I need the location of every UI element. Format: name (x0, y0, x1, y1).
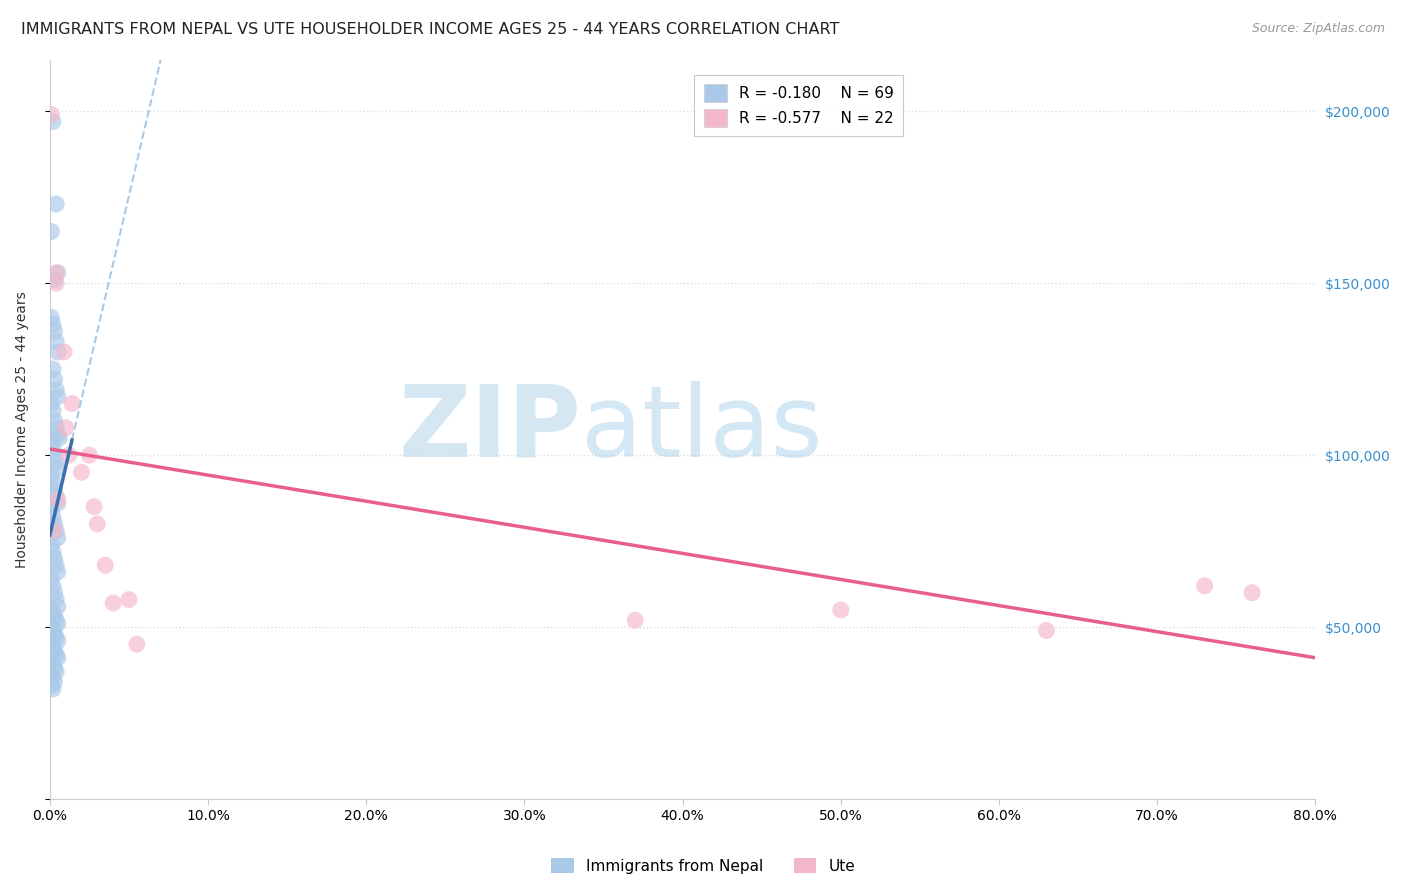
Point (42, 624, 65, 638)
Point (42, 114, 65, 128)
Point (125, 637, 148, 651)
Point (41, 108, 63, 122)
Point (41, 396, 63, 410)
Point (42, 672, 65, 686)
Point (45, 383, 67, 397)
Point (45, 455, 67, 469)
Point (41, 537, 63, 551)
Point (60, 396, 83, 410)
Point (46, 427, 69, 442)
Point (70, 466, 93, 480)
Point (1035, 624, 1057, 638)
Point (53, 345, 76, 359)
Point (86, 516, 108, 531)
Point (42, 607, 65, 621)
Point (46, 531, 69, 545)
Point (46, 496, 69, 510)
Point (45, 558, 67, 573)
Point (44, 483, 66, 497)
Point (41, 572, 63, 586)
Point (45, 648, 67, 662)
Point (42, 475, 65, 490)
Point (41, 679, 63, 693)
Point (41, 637, 63, 651)
Text: IMMIGRANTS FROM NEPAL VS UTE HOUSEHOLDER INCOME AGES 25 - 44 YEARS CORRELATION C: IMMIGRANTS FROM NEPAL VS UTE HOUSEHOLDER… (21, 22, 839, 37)
Point (42, 640, 65, 655)
Point (42, 318, 65, 332)
Y-axis label: Householder Income Ages 25 - 44 years: Householder Income Ages 25 - 44 years (15, 291, 30, 567)
Point (41, 310, 63, 325)
Point (44, 675, 66, 690)
Point (830, 603, 852, 617)
Point (44, 585, 66, 599)
Point (45, 524, 67, 538)
Point (42, 579, 65, 593)
Point (42, 403, 65, 417)
Point (45, 334, 67, 349)
Text: Source: ZipAtlas.com: Source: ZipAtlas.com (1251, 22, 1385, 36)
Point (46, 633, 69, 648)
Text: ZIP: ZIP (398, 381, 581, 478)
Point (42, 681, 65, 696)
Point (42, 510, 65, 524)
Point (45, 613, 67, 627)
Point (45, 665, 67, 679)
Point (41, 655, 63, 669)
Point (44, 644, 66, 658)
Point (41, 668, 63, 682)
Point (1194, 579, 1216, 593)
Point (45, 592, 67, 607)
Point (41, 503, 63, 517)
Point (44, 372, 66, 386)
Point (58, 448, 80, 462)
Point (44, 661, 66, 675)
Point (83, 500, 105, 514)
Point (1241, 585, 1264, 599)
Point (45, 420, 67, 434)
Point (55, 420, 77, 434)
Point (118, 592, 141, 607)
Point (42, 657, 65, 672)
Point (44, 324, 66, 338)
Point (44, 551, 66, 566)
Point (41, 620, 63, 634)
Point (46, 390, 69, 404)
Point (44, 448, 66, 462)
Point (46, 616, 69, 631)
Legend: Immigrants from Nepal, Ute: Immigrants from Nepal, Ute (544, 852, 862, 880)
Point (45, 197, 67, 211)
Legend: R = -0.180    N = 69, R = -0.577    N = 22: R = -0.180 N = 69, R = -0.577 N = 22 (695, 75, 903, 136)
Point (45, 631, 67, 645)
Point (46, 599, 69, 614)
Point (624, 613, 647, 627)
Point (44, 524, 66, 538)
Point (45, 266, 67, 280)
Point (101, 596, 124, 610)
Point (44, 627, 66, 641)
Point (45, 276, 67, 290)
Point (42, 362, 65, 376)
Point (48, 431, 70, 445)
Point (94, 558, 117, 573)
Point (44, 273, 66, 287)
Point (42, 442, 65, 456)
Point (42, 544, 65, 558)
Point (46, 266, 69, 280)
Point (41, 468, 63, 483)
Point (46, 345, 69, 359)
Point (46, 565, 69, 579)
Point (41, 434, 63, 449)
Point (44, 609, 66, 624)
Point (46, 462, 69, 476)
Point (79, 448, 101, 462)
Point (45, 490, 67, 504)
Point (46, 651, 69, 665)
Text: atlas: atlas (581, 381, 823, 478)
Point (46, 492, 69, 507)
Point (44, 414, 66, 428)
Point (41, 225, 63, 239)
Point (44, 516, 66, 531)
Point (41, 603, 63, 617)
